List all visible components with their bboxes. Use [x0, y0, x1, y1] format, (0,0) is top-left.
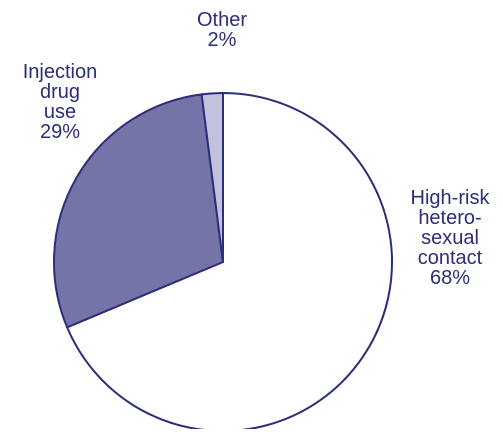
slice-label-high-risk-heterosexual-contact: High-risk hetero- sexual contact 68%: [410, 187, 490, 289]
slice-label-other: Other 2%: [196, 9, 248, 51]
pie-slice-injection-drug-use: [53, 93, 224, 329]
slice-label-injection-drug-use: Injection drug use 29%: [22, 61, 98, 143]
pie-slice-high-risk-hetero-sexual-contact: [66, 92, 393, 432]
pie-slices: [53, 92, 393, 432]
pie-slice-other: [200, 92, 224, 263]
